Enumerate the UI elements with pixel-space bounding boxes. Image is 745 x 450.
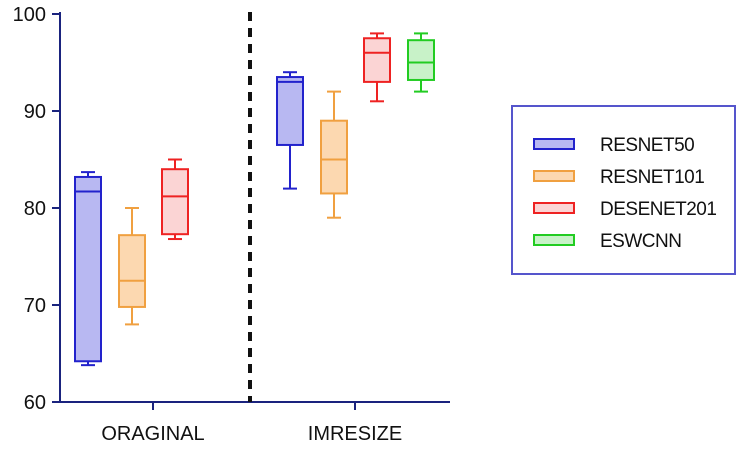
y-tick-label: 70 [24, 295, 46, 317]
y-tick-label: 90 [24, 101, 46, 123]
y-tick-label: 60 [24, 392, 46, 414]
iqr-box [363, 37, 391, 83]
y-tick-label: 100 [13, 4, 46, 26]
box-desenet201-imresize [363, 32, 391, 103]
box-desenet201-oraginal [161, 158, 189, 241]
legend-swatch [533, 234, 575, 246]
iqr-box [74, 175, 102, 363]
iqr-box [407, 39, 435, 81]
legend-item-resnet50: RESNET50 [533, 135, 695, 156]
legend-label: ESWCNN [600, 231, 681, 252]
iqr-box [276, 76, 304, 146]
box-eswcnn-imresize [407, 32, 435, 93]
legend-label: RESNET50 [600, 135, 694, 156]
chart-axes: 60 70 80 90 100 ORAGINAL IMRESIZE [13, 4, 450, 445]
legend-label: RESNET101 [600, 167, 704, 188]
legend-item-desenet201: DESENET201 [533, 199, 717, 220]
y-tick-label: 80 [24, 198, 46, 220]
box-resnet101-imresize [320, 90, 348, 219]
legend-swatch [533, 170, 575, 182]
legend: RESNET50 RESNET101 DESENET201 ESWCNN [511, 105, 736, 275]
box-layer [74, 32, 435, 367]
box-resnet50-imresize [276, 71, 304, 190]
legend-item-resnet101: RESNET101 [533, 167, 705, 188]
iqr-box [320, 119, 348, 195]
box-resnet101-oraginal [118, 207, 146, 326]
iqr-box [161, 168, 189, 236]
x-tick-label: ORAGINAL [101, 423, 204, 445]
iqr-box [118, 234, 146, 308]
legend-swatch [533, 202, 575, 214]
legend-item-eswcnn: ESWCNN [533, 231, 682, 252]
legend-label: DESENET201 [600, 199, 716, 220]
legend-swatch [533, 138, 575, 150]
x-tick-label: IMRESIZE [308, 423, 402, 445]
box-resnet50-oraginal [74, 171, 102, 367]
